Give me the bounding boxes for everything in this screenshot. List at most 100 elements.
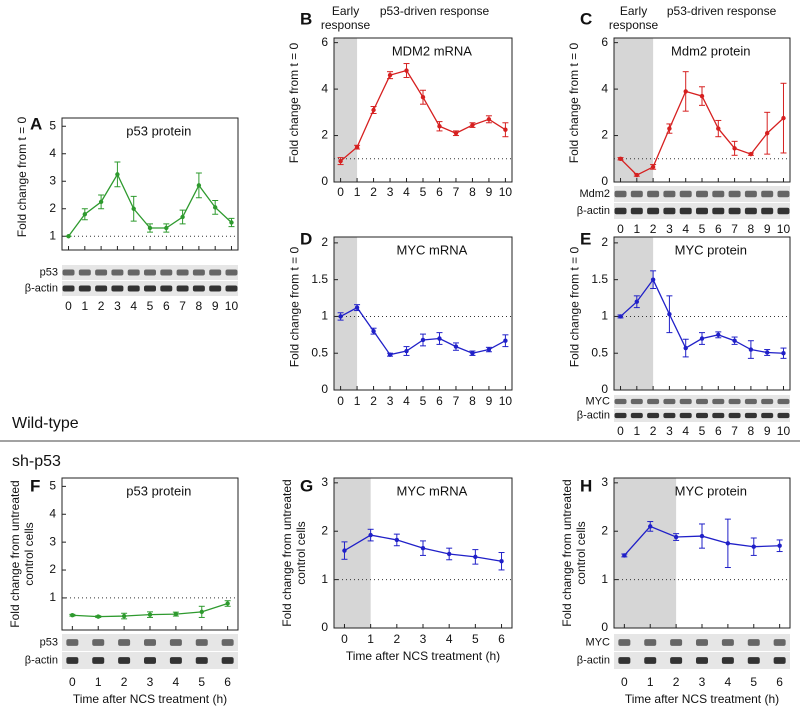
x-tick-label: 0 <box>337 394 344 408</box>
data-point <box>667 126 672 131</box>
blot-band <box>221 657 234 664</box>
x-tick-label: 2 <box>98 299 105 313</box>
x-tick-label: 1 <box>647 675 654 689</box>
blot-band <box>761 398 774 405</box>
blot-band <box>679 207 692 215</box>
blot-label: β-actin <box>577 654 610 666</box>
blot-band <box>744 190 757 198</box>
data-point <box>338 314 343 319</box>
blot-band <box>728 207 741 215</box>
data-point <box>338 158 343 164</box>
data-point <box>764 131 770 136</box>
blot-label: Mdm2 <box>579 188 610 200</box>
shaded-region <box>334 478 371 628</box>
data-point <box>503 127 508 132</box>
data-point <box>371 107 376 113</box>
panel-letter: F <box>30 476 40 495</box>
x-tick-label: 8 <box>196 299 203 313</box>
data-point <box>453 131 459 136</box>
blot-band <box>647 398 660 405</box>
x-tick-label: 5 <box>198 675 205 689</box>
y-tick-label: 2 <box>49 201 56 215</box>
x-tick-label: 5 <box>420 185 427 199</box>
panel-letter: A <box>30 114 42 133</box>
y-tick-label: 1 <box>49 228 56 242</box>
x-tick-label: 1 <box>367 632 374 646</box>
blot-band <box>777 207 790 215</box>
x-tick-label: 9 <box>764 222 771 236</box>
panel-letter: G <box>300 476 313 495</box>
x-tick-label: 7 <box>731 424 738 438</box>
shaded-region <box>614 478 677 628</box>
data-point <box>748 347 754 352</box>
x-tick-label: 0 <box>337 185 344 199</box>
blot-band <box>744 398 757 405</box>
x-tick-label: 3 <box>147 675 154 689</box>
section-label: sh-p53 <box>12 453 61 470</box>
data-point <box>387 352 393 357</box>
data-point <box>121 613 127 619</box>
data-point <box>354 144 360 150</box>
x-tick-label: 8 <box>469 394 476 408</box>
x-tick-label: 9 <box>764 424 771 438</box>
blot-band <box>169 639 182 646</box>
x-tick-label: 5 <box>147 299 154 313</box>
x-tick-label: 8 <box>748 222 755 236</box>
blot-band <box>92 639 105 646</box>
blot-band <box>195 639 208 646</box>
blot-band <box>644 639 657 646</box>
data-point <box>503 338 508 343</box>
blot-band <box>144 639 156 646</box>
blot-band <box>614 207 627 215</box>
y-tick-label: 4 <box>49 146 56 160</box>
data-point <box>648 524 653 529</box>
blot-label: MYC <box>586 395 611 407</box>
x-tick-label: 4 <box>446 632 453 646</box>
blot-band <box>777 398 790 405</box>
data-point <box>354 305 360 310</box>
blot-band <box>127 285 140 292</box>
data-point <box>115 172 120 177</box>
blot-band <box>95 269 108 276</box>
y-tick-label: 6 <box>321 35 328 49</box>
data-point <box>486 347 492 352</box>
blot-band <box>728 412 741 419</box>
x-tick-label: 6 <box>436 394 443 408</box>
data-point <box>66 234 71 239</box>
data-point <box>70 613 75 618</box>
annotation: p53-driven response <box>666 4 777 18</box>
data-point <box>699 533 705 539</box>
x-tick-label: 1 <box>95 675 102 689</box>
x-axis-label: Time after NCS treatment (h) <box>346 649 500 663</box>
blot-band <box>66 657 79 664</box>
data-point <box>212 205 218 210</box>
y-tick-label: 2 <box>321 235 328 249</box>
blot-band <box>747 657 760 664</box>
blot-band <box>721 639 734 646</box>
blot-band <box>712 412 725 419</box>
blot-band <box>630 398 643 405</box>
blot-band <box>679 190 692 198</box>
panel-letter: E <box>580 229 591 248</box>
data-point <box>751 544 756 549</box>
blot-label: β-actin <box>577 409 610 421</box>
x-tick-label: 1 <box>633 424 640 438</box>
blot-band <box>670 639 683 646</box>
x-tick-label: 7 <box>731 222 738 236</box>
x-tick-label: 4 <box>682 424 689 438</box>
data-point <box>618 314 623 319</box>
x-tick-label: 2 <box>121 675 128 689</box>
x-tick-label: 3 <box>114 299 121 313</box>
blot-band <box>160 285 173 292</box>
data-point <box>147 225 153 231</box>
x-tick-label: 5 <box>699 222 706 236</box>
x-axis-label: Time after NCS treatment (h) <box>73 692 227 706</box>
panel-letter: D <box>300 229 312 248</box>
data-point <box>453 344 459 349</box>
blot-band <box>169 657 182 664</box>
data-point <box>470 122 475 128</box>
data-point <box>716 332 721 338</box>
x-tick-label: 4 <box>173 675 180 689</box>
panel-letter: C <box>580 9 592 28</box>
